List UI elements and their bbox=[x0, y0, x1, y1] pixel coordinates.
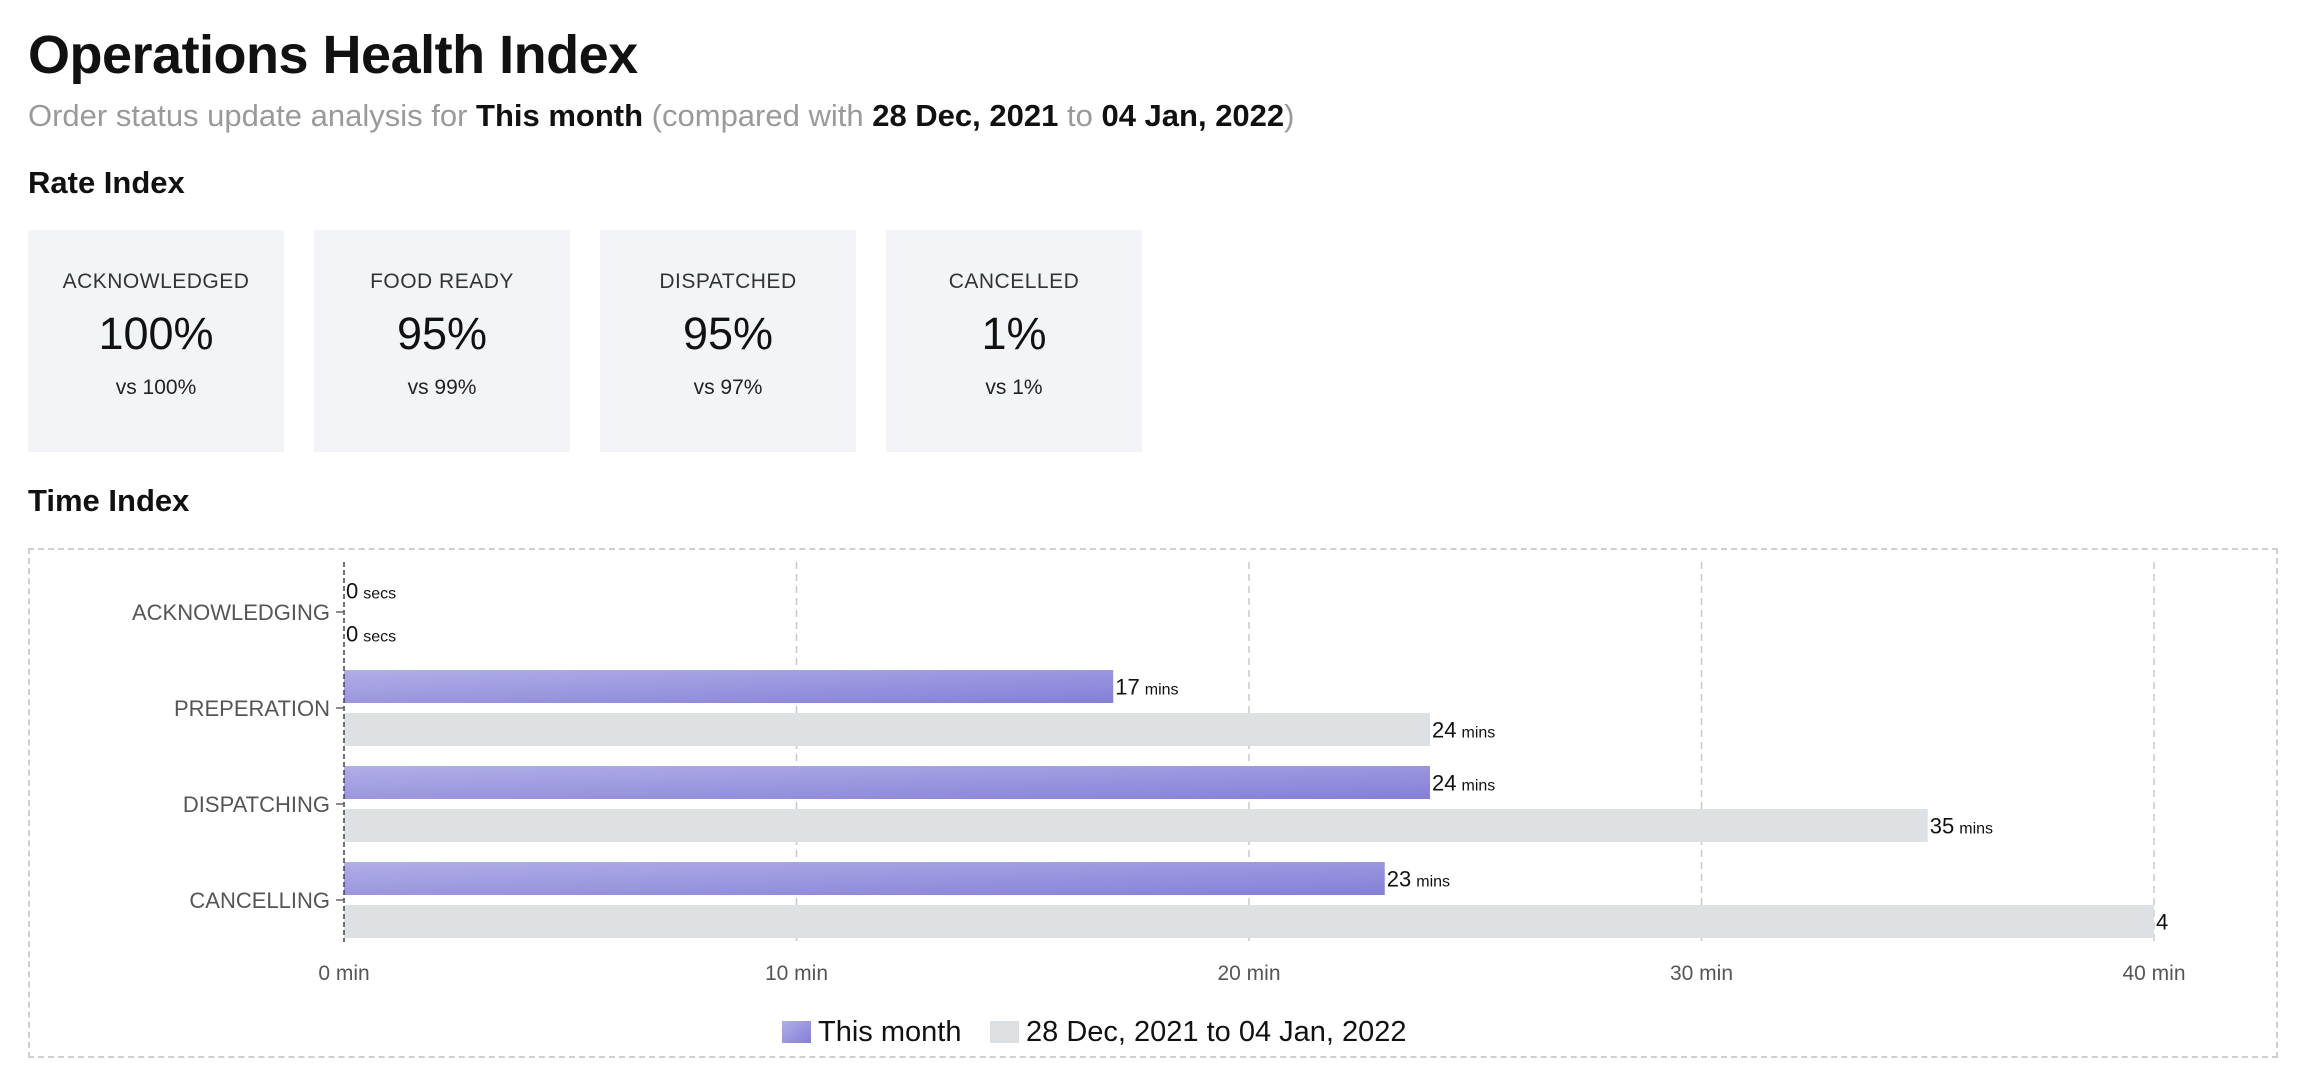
bar-value-label: 24 mins bbox=[1432, 771, 1495, 796]
rate-index-heading: Rate Index bbox=[28, 165, 185, 200]
category-label: DISPATCHING bbox=[183, 792, 330, 817]
rate-card-cancelled: CANCELLED 1% vs 1% bbox=[886, 230, 1142, 452]
rate-card-dispatched: DISPATCHED 95% vs 97% bbox=[600, 230, 856, 452]
rate-card-acknowledged: ACKNOWLEDGED 100% vs 100% bbox=[28, 230, 284, 452]
rate-card-label: DISPATCHED bbox=[659, 270, 797, 293]
rate-card-value: 95% bbox=[682, 308, 774, 359]
bar-this-month bbox=[344, 766, 1430, 799]
compare-start-date: 28 Dec, 2021 bbox=[872, 98, 1059, 133]
x-tick-label: 0 min bbox=[318, 962, 369, 985]
compare-end-date: 04 Jan, 2022 bbox=[1101, 98, 1285, 133]
x-tick-label: 40 min bbox=[2122, 962, 2185, 985]
legend-compare-period[interactable]: 28 Dec, 2021 to 04 Jan, 2022 bbox=[990, 1016, 1407, 1048]
category-label: PREPERATION bbox=[174, 696, 330, 721]
period-label: This month bbox=[476, 98, 644, 133]
time-index-chart: 0 secs 17 mins 24 mins 23 mins 0 secs 24 mins 35 mins… bbox=[132, 562, 2186, 1048]
bar-value-label: 24 mins bbox=[1432, 718, 1495, 743]
page-title: Operations Health Index bbox=[28, 25, 638, 85]
rate-card-food-ready: FOOD READY 95% vs 99% bbox=[314, 230, 570, 452]
compare-to: to bbox=[1058, 98, 1102, 133]
rate-card-value: 95% bbox=[396, 308, 488, 359]
category-label: CANCELLING bbox=[189, 888, 330, 913]
bar-compare-period bbox=[344, 713, 1430, 746]
rate-card-value: 100% bbox=[98, 308, 214, 359]
subtitle-prefix: Order status update analysis for bbox=[28, 98, 477, 133]
legend-label: This month bbox=[818, 1016, 961, 1048]
category-label: ACKNOWLEDGING bbox=[132, 600, 330, 625]
bar-this-month bbox=[344, 670, 1114, 703]
bar-value-label: 17 mins bbox=[1115, 675, 1178, 700]
rate-card-label: CANCELLED bbox=[948, 270, 1080, 293]
bar-value-label: 0 secs bbox=[346, 622, 396, 647]
rate-card-label: FOOD READY bbox=[370, 270, 514, 293]
x-tick-label: 20 min bbox=[1217, 962, 1280, 985]
legend-swatch bbox=[990, 1021, 1019, 1043]
page-subtitle: Order status update analysis for This mo… bbox=[28, 96, 1294, 136]
rate-card-label: ACKNOWLEDGED bbox=[62, 270, 250, 293]
rate-card-compare: vs 99% bbox=[407, 376, 477, 399]
rate-card-compare: vs 100% bbox=[115, 376, 197, 399]
rate-card-value: 1% bbox=[981, 308, 1047, 359]
bar-value-label: 0 secs bbox=[346, 579, 396, 604]
time-index-heading: Time Index bbox=[28, 483, 190, 518]
legend-label: 28 Dec, 2021 to 04 Jan, 2022 bbox=[1026, 1016, 1407, 1048]
bar-value-label: 35 mins bbox=[1930, 814, 1993, 839]
x-tick-label: 10 min bbox=[765, 962, 828, 985]
x-tick-label: 30 min bbox=[1670, 962, 1733, 985]
bar-compare-period bbox=[344, 809, 1928, 842]
compare-suffix: ) bbox=[1284, 98, 1295, 133]
bar-value-label: 4 bbox=[2156, 910, 2168, 935]
compare-prefix: (compared with bbox=[643, 98, 873, 133]
legend-swatch bbox=[782, 1021, 811, 1043]
rate-card-compare: vs 97% bbox=[693, 376, 763, 399]
bar-this-month bbox=[344, 862, 1385, 895]
rate-card-compare: vs 1% bbox=[985, 376, 1043, 399]
bar-value-label: 23 mins bbox=[1387, 867, 1450, 892]
time-index-chart-frame: 0 secs 17 mins 24 mins 23 mins 0 secs 24 mins 35 mins… bbox=[28, 548, 2278, 1058]
bar-compare-period bbox=[344, 905, 2154, 938]
legend-this-month[interactable]: This month bbox=[782, 1016, 961, 1048]
